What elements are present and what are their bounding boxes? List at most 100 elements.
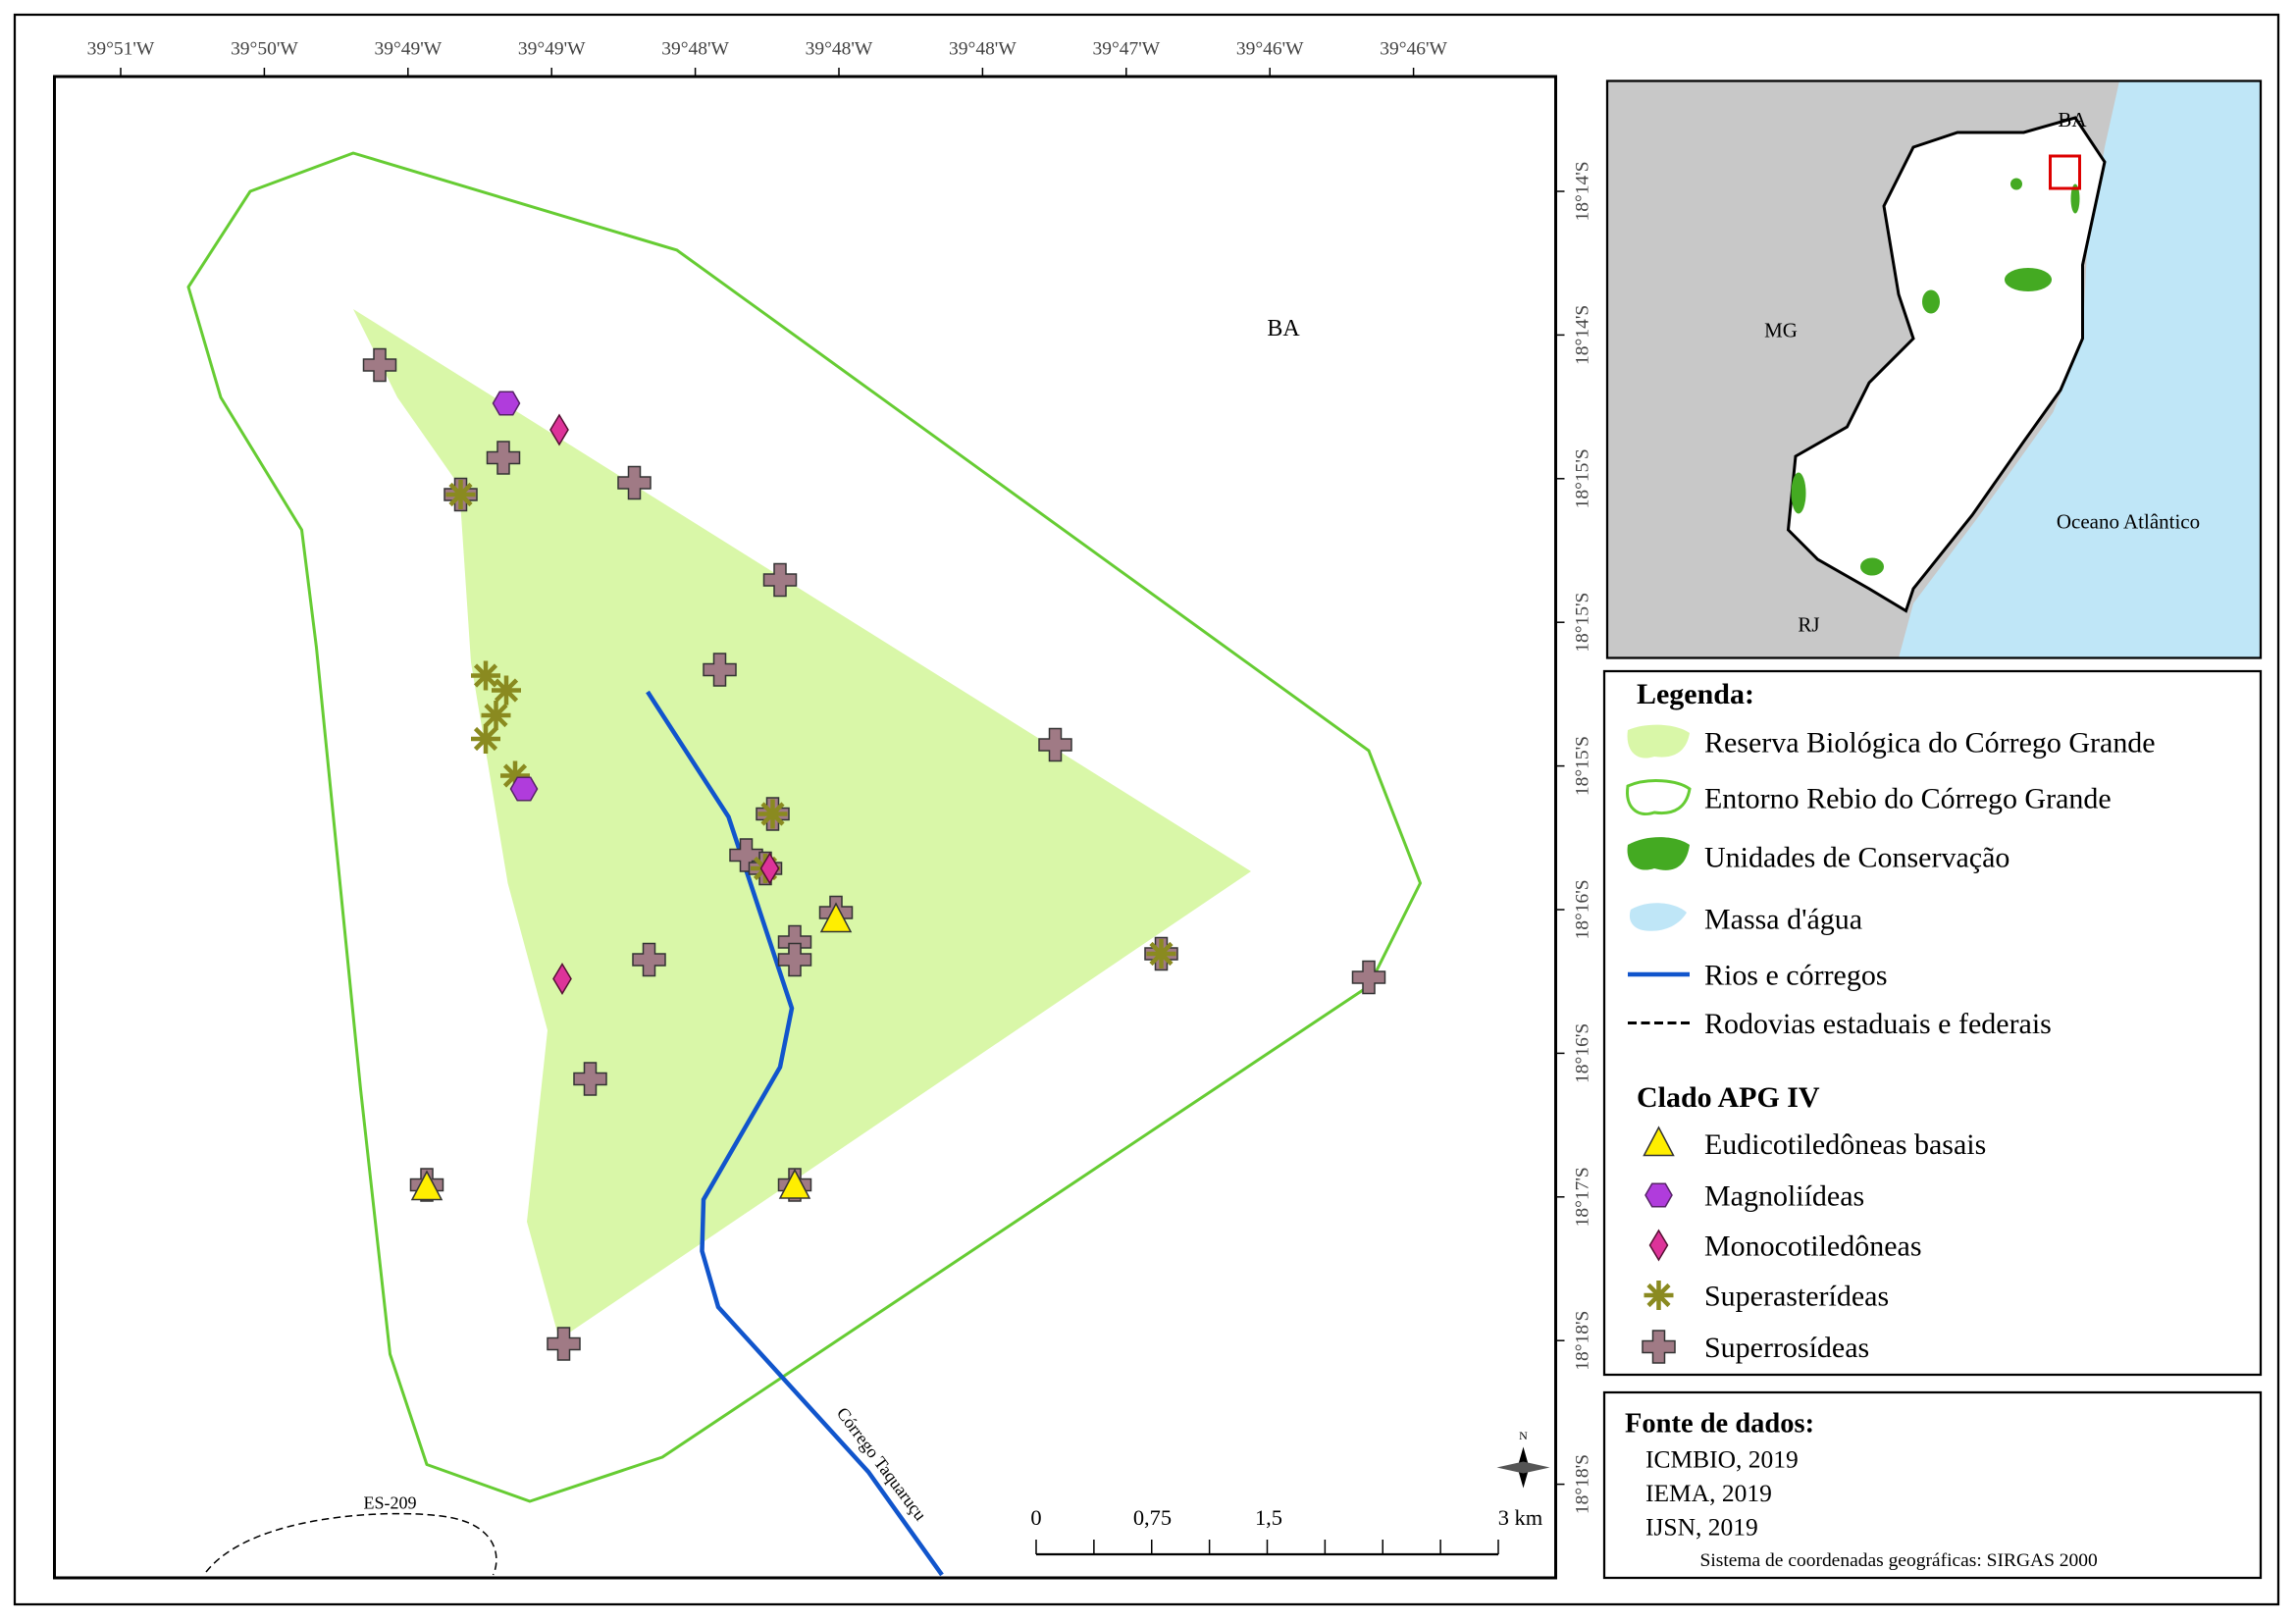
- source-item: IJSN, 2019: [1645, 1512, 1758, 1541]
- lat-tick-label: 18°18'S: [1572, 1454, 1592, 1514]
- lat-tick-label: 18°14'S: [1572, 161, 1592, 221]
- superrosid-point: [703, 653, 737, 687]
- clade-label: Monocotiledôneas: [1704, 1230, 1922, 1262]
- lat-tick-label: 18°18'S: [1572, 1311, 1592, 1371]
- lat-tick-label: 18°17'S: [1572, 1167, 1592, 1227]
- inset-label: BA: [2058, 108, 2086, 131]
- superrosid-point: [1351, 960, 1386, 995]
- lon-ticks: 39°51'W 39°50'W 39°49'W 39°49'W 39°48'W 39°48…: [87, 38, 1448, 77]
- monocot-point: [1648, 1229, 1669, 1262]
- clade-label: Superrosídeas: [1704, 1332, 1869, 1364]
- superasterid-point: [500, 760, 531, 791]
- legend-label: Rios e córregos: [1704, 959, 1888, 991]
- occurrence-points: [362, 347, 1386, 1361]
- superasterid-point: [445, 479, 476, 509]
- source-items: ICMBIO, 2019 IEMA, 2019 IJSN, 2019: [1645, 1444, 1799, 1541]
- superasterid-point: [471, 723, 501, 754]
- magnoliid-point: [492, 391, 521, 416]
- superrosid-point: [632, 942, 666, 977]
- lat-tick-label: 18°15'S: [1572, 736, 1592, 796]
- superrosid-point: [777, 942, 812, 977]
- source-item: ICMBIO, 2019: [1645, 1444, 1799, 1473]
- superrosid-point: [762, 562, 798, 598]
- clade-items: Eudicotiledôneas basais Magnoliídeas Monoc…: [1642, 1126, 1986, 1364]
- legend-symbol: [1629, 903, 1687, 931]
- clade-title: Clado APG IV: [1637, 1081, 1820, 1114]
- lon-tick-label: 39°48'W: [806, 38, 873, 59]
- legend-symbol: [1627, 724, 1690, 759]
- superasterid-point: [757, 799, 788, 829]
- es-state: [1786, 116, 2107, 613]
- state-label: BA: [1267, 316, 1300, 341]
- superrosid-point: [573, 1062, 607, 1096]
- lon-tick-label: 39°50'W: [231, 38, 298, 59]
- monocot-point: [552, 963, 572, 995]
- lat-ticks: 18°14'S 18°14'S 18°15'S 18°15'S 18°15'S 18°16…: [1555, 161, 1592, 1514]
- lon-tick-label: 39°51'W: [87, 38, 155, 59]
- lat-tick-label: 18°16'S: [1572, 879, 1592, 939]
- legend-label: Entorno Rebio do Córrego Grande: [1704, 782, 2112, 814]
- clade-label: Superasterídeas: [1704, 1280, 1889, 1312]
- north-label: N: [1519, 1429, 1528, 1442]
- lat-tick-label: 18°14'S: [1572, 305, 1592, 365]
- legend-box: [1602, 669, 2263, 1377]
- superrosid-point: [362, 347, 397, 383]
- road: [205, 1512, 497, 1576]
- superrosid-point: [1038, 727, 1072, 762]
- lon-tick-label: 39°47'W: [1092, 38, 1160, 59]
- north-arrow: N: [1496, 1429, 1550, 1489]
- superasterid-point: [492, 675, 522, 706]
- lat-tick-label: 18°15'S: [1572, 593, 1592, 653]
- scale-label: 0,75: [1133, 1505, 1172, 1530]
- legend-title: Legenda:: [1637, 678, 1754, 710]
- source-box: [1602, 1390, 2263, 1580]
- eudicot-point: [410, 1170, 444, 1201]
- river: [646, 690, 944, 1577]
- inset-label: RJ: [1798, 612, 1819, 636]
- scale-label: 1,5: [1255, 1505, 1282, 1530]
- source-title: Fonte de dados:: [1625, 1408, 1814, 1439]
- clade-label: Magnoliídeas: [1704, 1179, 1864, 1212]
- legend-label: Massa d'água: [1704, 903, 1862, 935]
- inset-map: BA MG RJ Oceano Atlântico: [1605, 79, 2263, 659]
- superrosid-point: [547, 1327, 581, 1361]
- location-box: [2048, 154, 2081, 190]
- lon-tick-label: 39°46'W: [1236, 38, 1304, 59]
- magnoliid-point: [509, 776, 539, 802]
- lon-tick-label: 39°46'W: [1380, 38, 1447, 59]
- scale-bar: 0 0,75 1,5 3 km: [1030, 1505, 1543, 1556]
- lon-tick-label: 39°48'W: [949, 38, 1017, 59]
- eudicot-point: [1643, 1126, 1675, 1157]
- inset-label: Oceano Atlântico: [2057, 509, 2200, 533]
- legend-label: Rodovias estaduais e federais: [1704, 1008, 2052, 1040]
- eudicot-point: [819, 902, 853, 933]
- legend-symbol: [1626, 779, 1692, 815]
- monocot-point: [759, 852, 780, 885]
- crs-text: Sistema de coordenadas geográficas: SIRG…: [1699, 1550, 2097, 1571]
- lat-tick-label: 18°16'S: [1572, 1023, 1592, 1083]
- lon-tick-label: 39°48'W: [661, 38, 729, 59]
- scale-label: 0: [1030, 1505, 1041, 1530]
- lon-tick-label: 39°49'W: [374, 38, 442, 59]
- superrosid-point: [486, 441, 521, 475]
- ocean: [1898, 80, 2261, 658]
- lon-tick-label: 39°49'W: [518, 38, 586, 59]
- conservation-units: [1791, 178, 2080, 576]
- superrosid-point: [617, 465, 652, 500]
- buffer-outline: [186, 151, 1422, 1503]
- magnoliid-point: [1644, 1182, 1673, 1208]
- lat-tick-label: 18°15'S: [1572, 448, 1592, 508]
- legend-label: Reserva Biológica do Córrego Grande: [1704, 726, 2156, 759]
- superasterid-point: [1146, 938, 1176, 969]
- superasterid-point: [1644, 1280, 1674, 1310]
- superrosid-point: [1642, 1330, 1676, 1364]
- clade-label: Eudicotiledôneas basais: [1704, 1128, 1986, 1161]
- legend-items: Reserva Biológica do Córrego Grande Entor…: [1704, 726, 2156, 1039]
- inset-label: MG: [1764, 318, 1798, 341]
- legend-label: Unidades de Conservação: [1704, 841, 2009, 873]
- superasterid-point: [471, 660, 501, 691]
- eudicot-point: [778, 1168, 811, 1199]
- monocot-point: [549, 413, 569, 446]
- road-label: ES-209: [364, 1492, 417, 1512]
